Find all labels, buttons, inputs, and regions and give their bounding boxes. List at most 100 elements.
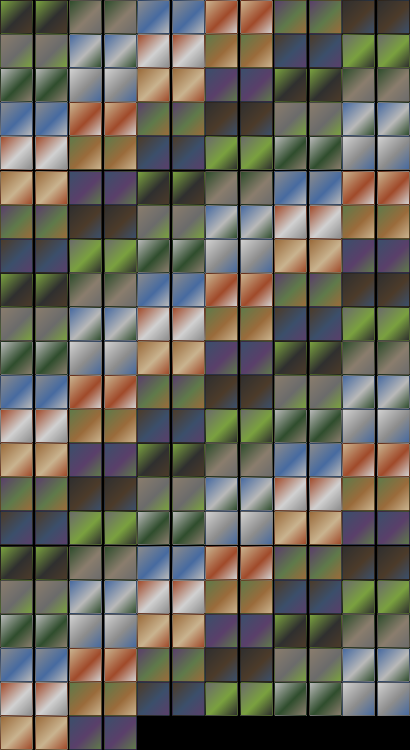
image-thumbnail [104,273,137,307]
image-thumbnail [69,102,102,136]
image-pair [342,171,410,205]
image-thumbnail [377,341,410,375]
image-thumbnail [35,409,68,443]
image-thumbnail [377,0,410,34]
image-pair [0,68,68,102]
image-pair [137,580,205,614]
image-thumbnail [172,580,205,614]
image-thumbnail [274,171,307,205]
image-thumbnail [274,443,307,477]
image-thumbnail [104,511,137,545]
image-pair [342,648,410,682]
image-pair [69,0,137,34]
image-pair [205,171,273,205]
image-thumbnail [137,239,170,273]
image-thumbnail [69,136,102,170]
image-thumbnail [377,239,410,273]
image-pair [69,341,137,375]
image-thumbnail [172,136,205,170]
image-pair [69,205,137,239]
image-thumbnail [69,682,102,716]
image-pair [342,443,410,477]
image-thumbnail [69,716,102,750]
image-thumbnail [309,136,342,170]
image-pair [205,477,273,511]
image-pair [69,239,137,273]
image-thumbnail [274,409,307,443]
image-pair [205,307,273,341]
image-thumbnail [377,68,410,102]
image-thumbnail [377,136,410,170]
image-thumbnail [240,68,273,102]
image-thumbnail [240,205,273,239]
image-thumbnail [137,443,170,477]
image-thumbnail [0,68,33,102]
image-thumbnail [104,307,137,341]
image-thumbnail [0,614,33,648]
image-thumbnail [274,580,307,614]
image-pair [274,648,342,682]
image-thumbnail [0,34,33,68]
image-thumbnail [172,546,205,580]
image-thumbnail [342,546,375,580]
image-pair [137,239,205,273]
image-pair [205,546,273,580]
image-thumbnail [205,136,238,170]
image-thumbnail [205,511,238,545]
image-thumbnail [137,273,170,307]
image-thumbnail [104,614,137,648]
image-pair [274,682,342,716]
image-thumbnail [104,136,137,170]
image-thumbnail [377,205,410,239]
image-pair [137,341,205,375]
image-thumbnail [0,716,33,750]
image-thumbnail [172,307,205,341]
image-thumbnail [240,409,273,443]
image-thumbnail [35,443,68,477]
image-pair [137,0,205,34]
image-thumbnail [274,648,307,682]
image-thumbnail [377,375,410,409]
image-thumbnail [0,477,33,511]
image-pair [137,546,205,580]
image-thumbnail [342,239,375,273]
image-thumbnail [342,171,375,205]
image-thumbnail [35,136,68,170]
image-thumbnail [137,511,170,545]
image-pair [274,68,342,102]
image-thumbnail [137,136,170,170]
image-thumbnail [342,34,375,68]
image-thumbnail [69,614,102,648]
image-pair [274,0,342,34]
image-pair [137,171,205,205]
image-thumbnail [309,682,342,716]
image-thumbnail [35,34,68,68]
image-thumbnail [137,682,170,716]
image-pair [342,34,410,68]
image-thumbnail [104,546,137,580]
image-pair [137,34,205,68]
image-thumbnail [35,239,68,273]
image-pair [342,614,410,648]
image-thumbnail [342,205,375,239]
image-thumbnail [172,511,205,545]
image-thumbnail [205,102,238,136]
image-thumbnail [0,409,33,443]
image-thumbnail [274,341,307,375]
image-pair [274,307,342,341]
image-pair [274,443,342,477]
image-pair [274,546,342,580]
image-pair [0,34,68,68]
image-thumbnail [69,477,102,511]
image-thumbnail [137,307,170,341]
image-thumbnail [104,239,137,273]
image-thumbnail [309,409,342,443]
image-pair [0,0,68,34]
image-thumbnail [69,648,102,682]
image-pair [342,239,410,273]
image-thumbnail [137,205,170,239]
image-pair [342,580,410,614]
image-thumbnail [342,68,375,102]
image-thumbnail [240,34,273,68]
image-thumbnail [274,511,307,545]
